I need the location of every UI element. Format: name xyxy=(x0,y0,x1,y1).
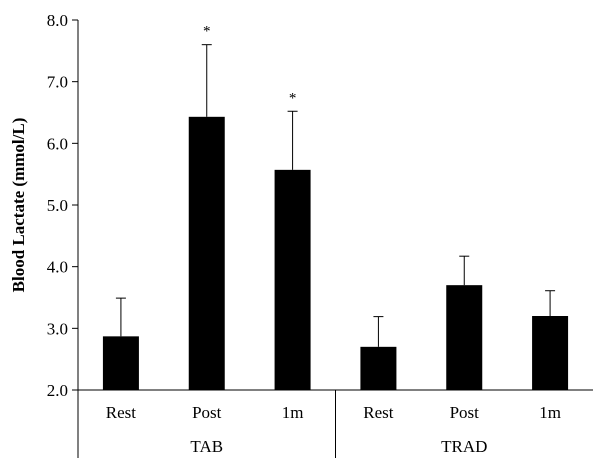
y-tick-label: 2.0 xyxy=(47,381,68,400)
significance-mark: * xyxy=(203,24,211,40)
bar xyxy=(188,116,225,391)
y-tick-label: 6.0 xyxy=(47,134,68,153)
bar xyxy=(532,316,569,390)
significance-mark: * xyxy=(289,90,297,106)
bar xyxy=(360,346,397,390)
y-tick-label: 5.0 xyxy=(47,196,68,215)
group-label: TAB xyxy=(190,437,223,456)
y-tick-label: 8.0 xyxy=(47,11,68,30)
category-label: Post xyxy=(450,403,480,422)
category-label: 1m xyxy=(539,403,561,422)
axes xyxy=(77,20,593,458)
category-label: Post xyxy=(192,403,222,422)
category-label: 1m xyxy=(282,403,304,422)
bar xyxy=(446,285,483,390)
x-labels: Rest Post 1m TAB Rest Post 1m TRAD xyxy=(106,403,561,456)
group-label: TRAD xyxy=(441,437,487,456)
y-tick-label: 3.0 xyxy=(47,319,68,338)
annotations: ** xyxy=(203,24,296,107)
bar xyxy=(102,336,139,390)
y-tick-label: 4.0 xyxy=(47,258,68,277)
y-axis-label: Blood Lactate (mmol/L) xyxy=(9,118,28,293)
bars xyxy=(102,116,569,391)
category-label: Rest xyxy=(106,403,137,422)
bar xyxy=(274,169,311,390)
error-bars xyxy=(115,44,556,347)
y-tick-label: 7.0 xyxy=(47,73,68,92)
y-ticks: 2.0 3.0 4.0 5.0 6.0 7.0 8.0 xyxy=(47,11,78,400)
category-label: Rest xyxy=(363,403,394,422)
